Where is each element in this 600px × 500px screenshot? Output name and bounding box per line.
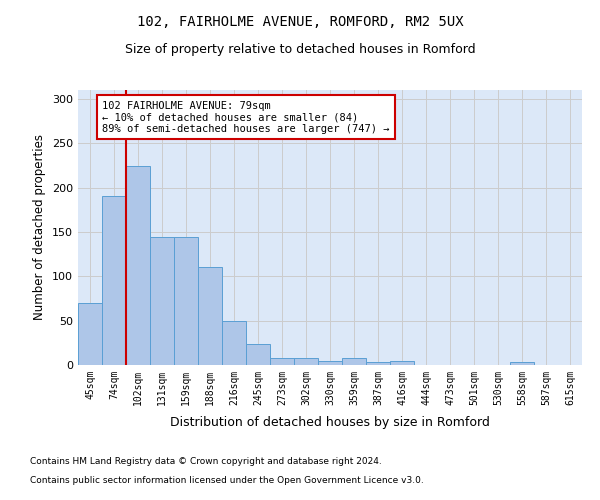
Bar — [342, 358, 366, 365]
Text: Contains public sector information licensed under the Open Government Licence v3: Contains public sector information licen… — [30, 476, 424, 485]
Bar — [390, 362, 414, 365]
Bar — [294, 358, 318, 365]
Bar — [102, 196, 126, 365]
Bar — [318, 360, 342, 365]
Bar — [366, 362, 390, 365]
Text: Size of property relative to detached houses in Romford: Size of property relative to detached ho… — [125, 42, 475, 56]
Bar — [126, 166, 150, 365]
Bar — [510, 362, 534, 365]
Text: Contains HM Land Registry data © Crown copyright and database right 2024.: Contains HM Land Registry data © Crown c… — [30, 458, 382, 466]
Text: 102, FAIRHOLME AVENUE, ROMFORD, RM2 5UX: 102, FAIRHOLME AVENUE, ROMFORD, RM2 5UX — [137, 15, 463, 29]
Bar — [222, 320, 246, 365]
Bar — [270, 358, 294, 365]
Bar — [174, 238, 198, 365]
Text: 102 FAIRHOLME AVENUE: 79sqm
← 10% of detached houses are smaller (84)
89% of sem: 102 FAIRHOLME AVENUE: 79sqm ← 10% of det… — [102, 100, 389, 134]
X-axis label: Distribution of detached houses by size in Romford: Distribution of detached houses by size … — [170, 416, 490, 429]
Y-axis label: Number of detached properties: Number of detached properties — [34, 134, 46, 320]
Bar — [150, 238, 174, 365]
Bar — [198, 268, 222, 365]
Bar — [78, 303, 102, 365]
Bar — [246, 344, 270, 365]
